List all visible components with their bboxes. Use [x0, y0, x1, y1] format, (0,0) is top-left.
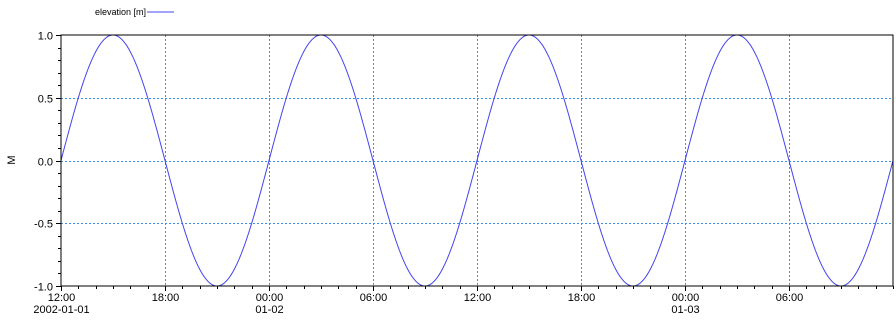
x-tick-label-time: 00:00 [256, 292, 284, 304]
legend-label: elevation [m] [95, 7, 146, 17]
x-tick-label-date: 2002-01-01 [33, 304, 89, 316]
y-tick-label: 0.5 [38, 94, 53, 106]
x-tick-label-time: 18:00 [152, 292, 180, 304]
y-tick-label: 0.0 [38, 157, 53, 169]
x-tick-label-time: 12:00 [464, 292, 492, 304]
series-layer [60, 34, 894, 287]
x-tick-label-time: 06:00 [776, 292, 804, 304]
y-axis-label: M [6, 155, 18, 164]
legend: elevation [m] [95, 7, 174, 17]
y-tick-label: -0.5 [34, 219, 53, 231]
y-axis: 1.0 0.5 0.0 -0.5 -1.0 [34, 31, 61, 294]
x-tick-label-date: 01-02 [255, 304, 283, 316]
x-tick-label-time: 06:00 [360, 292, 388, 304]
y-tick-label: 1.0 [38, 31, 53, 43]
x-tick-label-time: 18:00 [568, 292, 596, 304]
y-tick-label: -1.0 [34, 282, 53, 294]
x-tick-label-time: 00:00 [672, 292, 700, 304]
x-tick-label-time: 12:00 [48, 292, 76, 304]
series-line-elevation [60, 34, 894, 287]
x-tick-label-date: 01-03 [671, 304, 699, 316]
